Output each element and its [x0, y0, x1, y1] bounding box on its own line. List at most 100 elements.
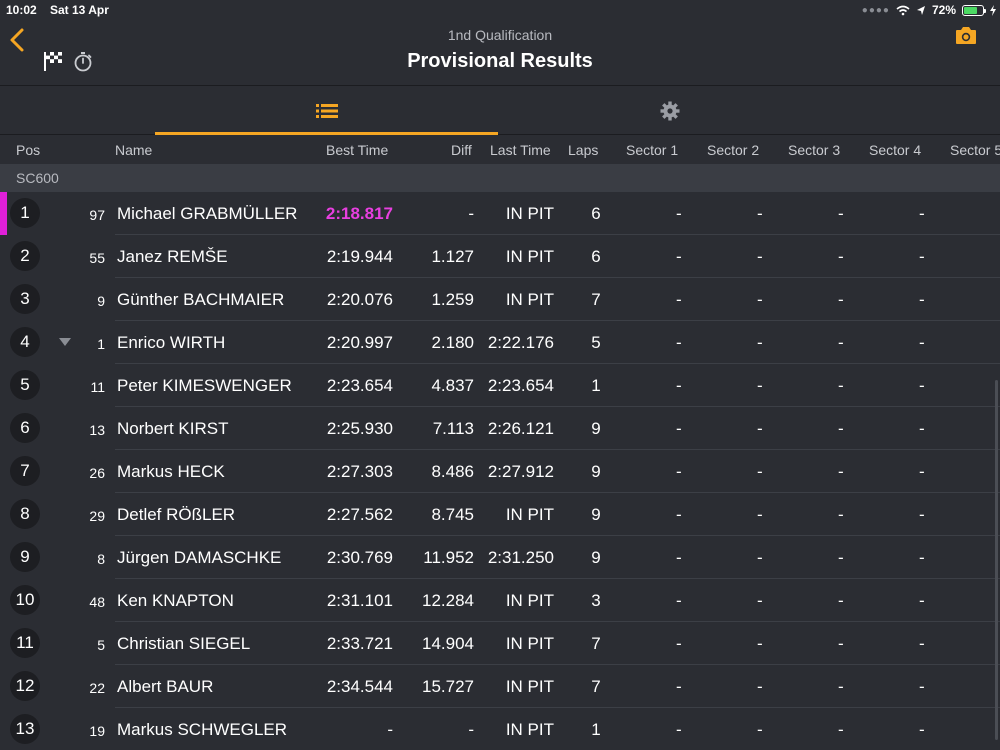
table-row[interactable]: 5 11 Peter KIMESWENGER 2:23.654 4.837 2:… [0, 364, 1000, 407]
col-sector-4[interactable]: Sector 4 [869, 142, 922, 158]
table-row[interactable]: 1 97 Michael GRABMÜLLER 2:18.817 - IN PI… [0, 192, 1000, 235]
table-row[interactable]: 3 9 Günther BACHMAIER 2:20.076 1.259 IN … [0, 278, 1000, 321]
car-number: 9 [97, 293, 105, 309]
col-sector-3[interactable]: Sector 3 [788, 142, 841, 158]
best-time: 2:23.654 [326, 376, 393, 395]
diff: - [468, 720, 474, 739]
table-row[interactable]: 13 19 Markus SCHWEGLER - - IN PIT 1 - - … [0, 708, 1000, 750]
laps: 1 [591, 720, 601, 739]
laps: 9 [591, 505, 601, 524]
sector-1: - [676, 376, 682, 395]
best-time: 2:20.076 [326, 290, 393, 309]
driver-name: Janez REMŠE [117, 247, 228, 266]
status-right: ●●●● 72% [862, 3, 996, 17]
car-number: 22 [89, 680, 105, 696]
table-row[interactable]: 10 48 Ken KNAPTON 2:31.101 12.284 IN PIT… [0, 579, 1000, 622]
driver-name: Markus HECK [117, 462, 225, 481]
diff: - [468, 204, 474, 223]
last-time: IN PIT [505, 505, 554, 524]
last-time: IN PIT [505, 290, 554, 309]
sector-3: - [838, 505, 844, 524]
col-diff[interactable]: Diff [451, 142, 472, 158]
laps: 7 [591, 634, 601, 653]
last-time: IN PIT [505, 677, 554, 696]
best-time: 2:34.544 [326, 677, 393, 696]
driver-name: Günther BACHMAIER [117, 290, 285, 309]
sector-2: - [757, 333, 763, 352]
driver-name: Albert BAUR [117, 677, 214, 696]
back-button[interactable] [6, 26, 30, 54]
sector-4: - [919, 634, 925, 653]
sector-1: - [676, 290, 682, 309]
col-sector-1[interactable]: Sector 1 [626, 142, 679, 158]
location-icon [916, 5, 925, 15]
col-sector-2[interactable]: Sector 2 [707, 142, 760, 158]
col-name[interactable]: Name [115, 142, 153, 158]
best-time: - [387, 720, 393, 739]
car-number: 19 [89, 723, 105, 739]
sector-1: - [676, 548, 682, 567]
table-row[interactable]: 9 8 Jürgen DAMASCHKE 2:30.769 11.952 2:3… [0, 536, 1000, 579]
nav-header: 1nd Qualification Provisional Results [0, 20, 1000, 86]
table-row[interactable]: 6 13 Norbert KIRST 2:25.930 7.113 2:26.1… [0, 407, 1000, 450]
car-number: 97 [89, 207, 105, 223]
leader-marker [0, 192, 7, 235]
tab-results-list[interactable] [155, 87, 498, 135]
car-number: 26 [89, 465, 105, 481]
laps: 6 [591, 204, 601, 223]
checkered-flag-icon[interactable] [42, 50, 64, 72]
sector-4: - [919, 376, 925, 395]
sector-1: - [676, 419, 682, 438]
position-badge: 6 [10, 413, 40, 443]
sector-4: - [919, 677, 925, 696]
page-title: Provisional Results [407, 50, 593, 72]
col-last-time[interactable]: Last Time [490, 142, 551, 158]
sector-3: - [838, 591, 844, 610]
position-badge: 10 [10, 585, 40, 615]
sector-3: - [838, 548, 844, 567]
sector-4: - [919, 462, 925, 481]
position-badge: 7 [10, 456, 40, 486]
last-time: IN PIT [505, 591, 554, 610]
table-row[interactable]: 8 29 Detlef RÖßLER 2:27.562 8.745 IN PIT… [0, 493, 1000, 536]
sector-2: - [757, 634, 763, 653]
best-time: 2:25.930 [326, 419, 393, 438]
scrollbar[interactable] [995, 380, 998, 740]
laps: 1 [591, 376, 601, 395]
tab-settings[interactable] [498, 87, 841, 135]
table-row[interactable]: 4 1 Enrico WIRTH 2:20.997 2.180 2:22.176… [0, 321, 1000, 364]
sector-1: - [676, 591, 682, 610]
col-laps[interactable]: Laps [568, 142, 599, 158]
diff: 1.127 [431, 247, 474, 266]
sector-1: - [676, 634, 682, 653]
driver-name: Detlef RÖßLER [117, 505, 236, 524]
last-time: 2:26.121 [487, 419, 554, 438]
best-time: 2:27.562 [326, 505, 393, 524]
sector-3: - [838, 247, 844, 266]
driver-name: Christian SIEGEL [117, 634, 251, 653]
sector-4: - [919, 419, 925, 438]
sector-4: - [919, 204, 925, 223]
table-row[interactable]: 12 22 Albert BAUR 2:34.544 15.727 IN PIT… [0, 665, 1000, 708]
stopwatch-icon[interactable] [72, 50, 94, 72]
table-row[interactable]: 7 26 Markus HECK 2:27.303 8.486 2:27.912… [0, 450, 1000, 493]
last-time: 2:27.912 [487, 462, 554, 481]
col-pos[interactable]: Pos [16, 142, 41, 158]
camera-icon[interactable] [954, 24, 978, 46]
laps: 9 [591, 419, 601, 438]
sector-3: - [838, 677, 844, 696]
laps: 7 [591, 290, 601, 309]
col-best-time[interactable]: Best Time [326, 142, 389, 158]
diff: 14.904 [422, 634, 474, 653]
best-time: 2:20.997 [326, 333, 393, 352]
table-row[interactable]: 11 5 Christian SIEGEL 2:33.721 14.904 IN… [0, 622, 1000, 665]
table-row[interactable]: 2 55 Janez REMŠE 2:19.944 1.127 IN PIT 6… [0, 235, 1000, 278]
diff: 7.113 [432, 419, 474, 438]
diff: 1.259 [431, 290, 474, 309]
col-sector-5[interactable]: Sector 5 [950, 142, 1000, 158]
status-date: Sat 13 Apr [50, 3, 109, 17]
best-time: 2:33.721 [326, 634, 393, 653]
sector-2: - [757, 677, 763, 696]
sector-3: - [838, 419, 844, 438]
best-time: 2:31.101 [326, 591, 393, 610]
